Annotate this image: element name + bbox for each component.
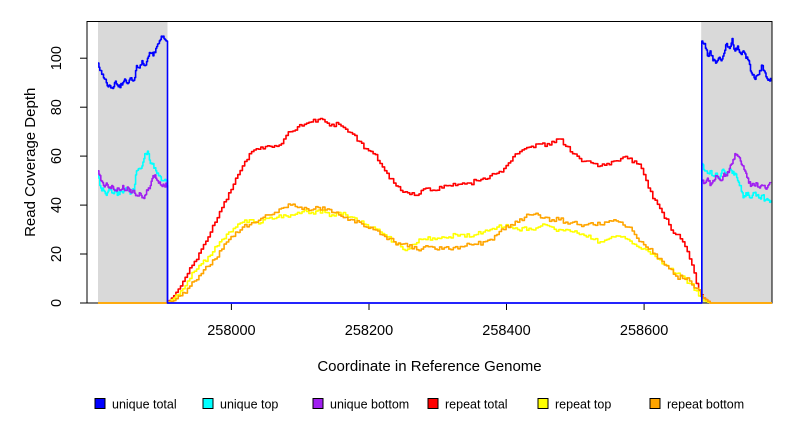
- y-tick-label: 80: [49, 99, 65, 115]
- legend-label: repeat total: [445, 398, 508, 412]
- x-tick-labels: 258000 258200 258400 258600: [207, 323, 668, 339]
- plot-border: [86, 21, 773, 304]
- series-lines: [98, 35, 772, 304]
- legend-swatch-unique-bottom: [312, 398, 324, 409]
- series-line-repeat-total: [98, 117, 772, 304]
- shaded-regions: [98, 21, 772, 303]
- y-tick-label: 0: [49, 299, 65, 307]
- x-tick-label: 258000: [207, 323, 255, 339]
- series-line-repeat-top: [98, 209, 772, 304]
- legend-swatch-repeat-top: [537, 398, 549, 409]
- unique-region-right: [701, 21, 772, 303]
- legend-swatch-unique-top: [202, 398, 214, 409]
- x-axis-title: Coordinate in Reference Genome: [317, 358, 541, 375]
- legend: unique total unique top unique bottom re…: [94, 398, 744, 412]
- legend-swatch-repeat-bottom: [649, 398, 661, 409]
- y-tick-label: 20: [49, 246, 65, 262]
- legend-swatch-unique-total: [94, 398, 106, 409]
- legend-label: unique bottom: [330, 398, 409, 412]
- y-tick-labels: 0 20 40 60 80 100: [49, 46, 65, 307]
- legend-item-unique-top: unique top: [202, 398, 278, 412]
- axis-ticks: [80, 57, 645, 310]
- legend-label: repeat bottom: [667, 398, 744, 412]
- x-tick-label: 258400: [482, 323, 530, 339]
- y-tick-label: 40: [49, 197, 65, 213]
- legend-item-repeat-bottom: repeat bottom: [649, 398, 744, 412]
- series-line-repeat-bottom: [98, 203, 772, 304]
- legend-item-repeat-total: repeat total: [427, 398, 508, 412]
- legend-label: repeat top: [555, 398, 611, 412]
- legend-label: unique top: [220, 398, 278, 412]
- x-tick-label: 258600: [620, 323, 668, 339]
- legend-item-repeat-top: repeat top: [537, 398, 611, 412]
- series-line-unique-total: [98, 35, 772, 304]
- x-tick-label: 258200: [345, 323, 393, 339]
- legend-label: unique total: [112, 398, 177, 412]
- legend-item-unique-total: unique total: [94, 398, 177, 412]
- unique-region-left: [98, 21, 168, 303]
- legend-swatch-repeat-total: [427, 398, 439, 409]
- y-tick-label: 60: [49, 148, 65, 164]
- y-axis-title: Read Coverage Depth: [22, 88, 39, 237]
- y-tick-label: 100: [49, 46, 65, 70]
- legend-item-unique-bottom: unique bottom: [312, 398, 409, 412]
- series-line-unique-bottom: [98, 152, 772, 304]
